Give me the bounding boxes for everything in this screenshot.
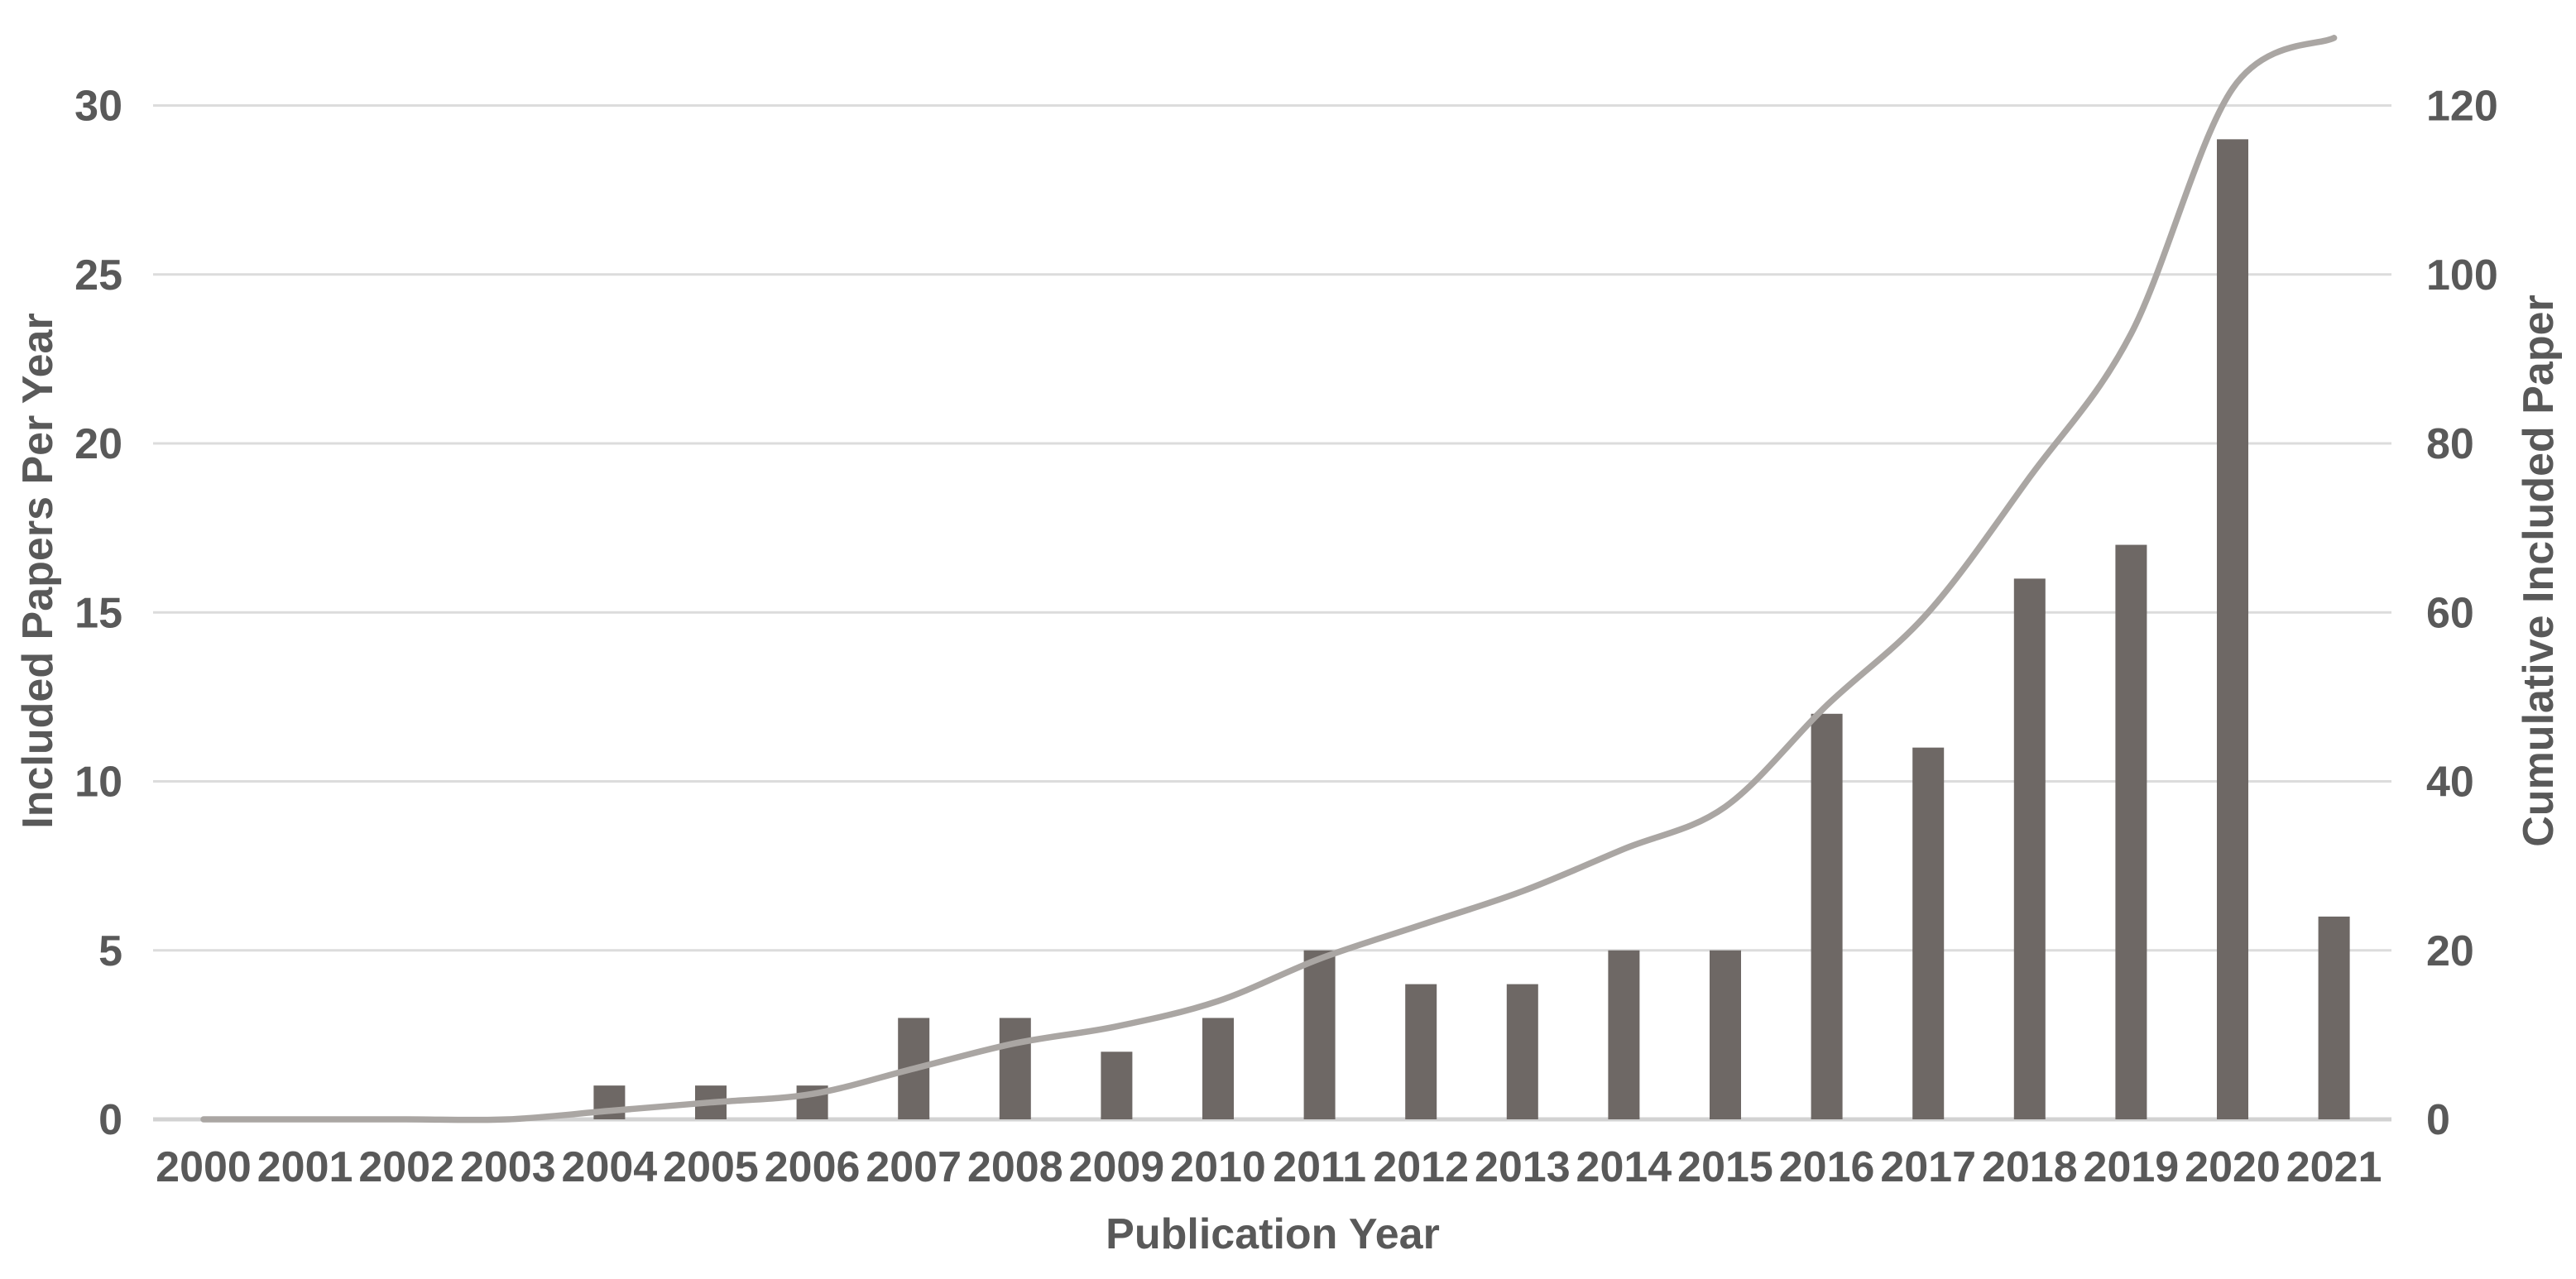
x-axis-tick-2019: 2019 bbox=[2084, 1143, 2180, 1191]
x-axis-tick-2000: 2000 bbox=[156, 1143, 252, 1191]
bar-2015 bbox=[1710, 950, 1741, 1119]
bar-2012 bbox=[1405, 984, 1437, 1119]
x-axis-tick-2009: 2009 bbox=[1069, 1143, 1165, 1191]
right-axis-tick-60: 60 bbox=[2426, 589, 2474, 637]
bar-2018 bbox=[2013, 578, 2046, 1119]
left-axis-tick-25: 25 bbox=[74, 251, 122, 299]
x-axis-tick-2001: 2001 bbox=[257, 1143, 353, 1191]
bar-2020 bbox=[2217, 139, 2248, 1120]
left-axis-tick-0: 0 bbox=[98, 1096, 122, 1144]
bar-2009 bbox=[1101, 1051, 1133, 1119]
right-axis-title: Cumulative Included Paper bbox=[2515, 295, 2563, 847]
bar-2019 bbox=[2115, 544, 2147, 1119]
right-axis-tick-100: 100 bbox=[2426, 251, 2498, 299]
right-axis-tick-0: 0 bbox=[2426, 1096, 2450, 1144]
x-axis-tick-2003: 2003 bbox=[460, 1143, 556, 1191]
x-axis-tick-2018: 2018 bbox=[1982, 1143, 2078, 1191]
x-axis-tick-2012: 2012 bbox=[1373, 1143, 1469, 1191]
left-axis-tick-15: 15 bbox=[74, 589, 122, 637]
bar-2014 bbox=[1608, 950, 1640, 1119]
x-axis-tick-2007: 2007 bbox=[866, 1143, 962, 1191]
left-axis-tick-20: 20 bbox=[74, 420, 122, 468]
bar-2011 bbox=[1303, 950, 1336, 1119]
x-axis-tick-2005: 2005 bbox=[663, 1143, 759, 1191]
x-axis-tick-2021: 2021 bbox=[2286, 1143, 2382, 1191]
bar-2021 bbox=[2318, 916, 2350, 1119]
bar-2010 bbox=[1202, 1018, 1234, 1119]
x-axis-tick-2002: 2002 bbox=[358, 1143, 454, 1191]
cumulative-line bbox=[200, 35, 2338, 1123]
right-axis-tick-80: 80 bbox=[2426, 420, 2474, 468]
left-axis-tick-10: 10 bbox=[74, 759, 122, 807]
bar-2008 bbox=[999, 1018, 1031, 1119]
x-axis-tick-2008: 2008 bbox=[967, 1143, 1063, 1191]
x-axis-title: Publication Year bbox=[1106, 1210, 1440, 1258]
x-axis-tick-2011: 2011 bbox=[1273, 1143, 1366, 1191]
x-axis-tick-2010: 2010 bbox=[1170, 1143, 1266, 1191]
x-axis-tick-2013: 2013 bbox=[1475, 1143, 1571, 1191]
bar-2017 bbox=[1912, 747, 1945, 1119]
x-axis-tick-2017: 2017 bbox=[1880, 1143, 1976, 1191]
x-axis-tick-2020: 2020 bbox=[2185, 1143, 2281, 1191]
x-axis-tick-2014: 2014 bbox=[1576, 1143, 1672, 1191]
bar-2016 bbox=[1811, 713, 1843, 1119]
right-axis-tick-40: 40 bbox=[2426, 759, 2474, 807]
right-axis-tick-120: 120 bbox=[2426, 83, 2498, 131]
right-axis-tick-20: 20 bbox=[2426, 927, 2474, 975]
x-axis-tick-2006: 2006 bbox=[765, 1143, 861, 1191]
left-axis-tick-5: 5 bbox=[98, 927, 122, 975]
left-axis-title: Included Papers Per Year bbox=[14, 313, 62, 829]
bar-2013 bbox=[1506, 984, 1538, 1119]
left-axis-tick-30: 30 bbox=[74, 83, 122, 131]
x-axis-tick-2004: 2004 bbox=[562, 1143, 658, 1191]
x-axis-tick-2016: 2016 bbox=[1779, 1143, 1875, 1191]
x-axis-tick-2015: 2015 bbox=[1677, 1143, 1773, 1191]
